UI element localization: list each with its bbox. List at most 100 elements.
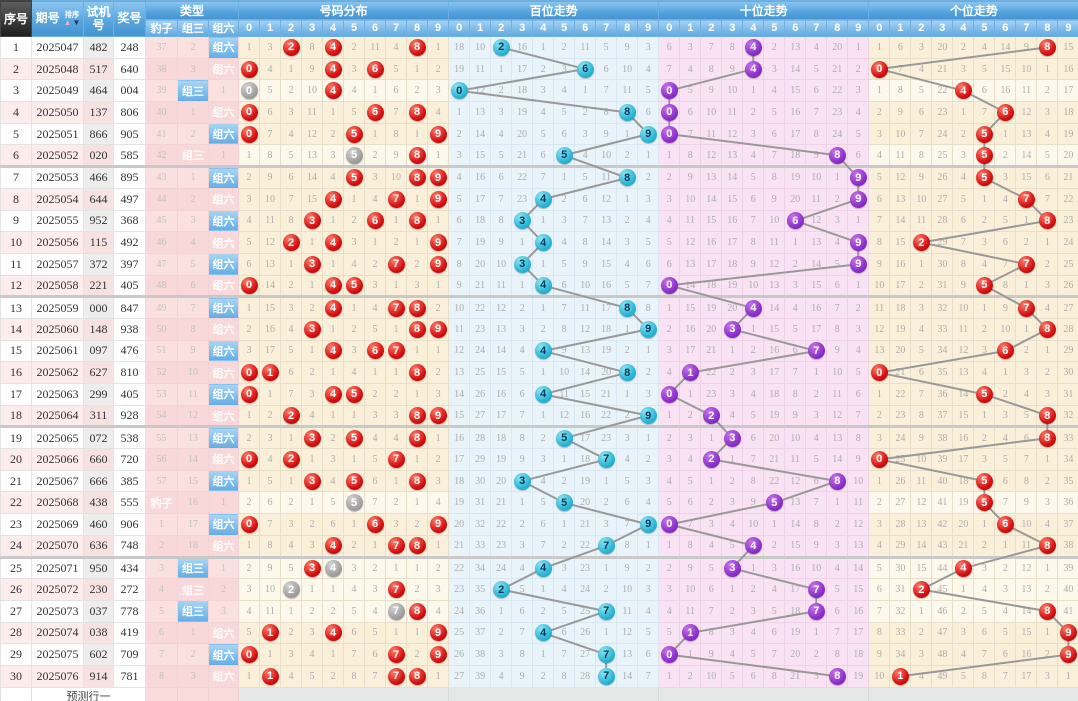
hund-cell-3: 3 bbox=[511, 209, 534, 233]
dist-ball-4: 4 bbox=[324, 82, 342, 100]
tens-cell-1: 4 bbox=[679, 57, 702, 81]
digit-header-dist-5: 5 bbox=[343, 19, 366, 37]
unit-cell-6: 3 bbox=[994, 404, 1017, 429]
unit-cell-9: 21 bbox=[1057, 166, 1078, 189]
tens-cell-4: 5 bbox=[742, 643, 765, 666]
tens-cell-6: 3 bbox=[784, 274, 807, 299]
tens-cell-6: 13 bbox=[784, 36, 807, 59]
dist-ball-8: 8 bbox=[408, 429, 426, 447]
hund-cell-3: 23 bbox=[511, 187, 534, 211]
tens-cell-8: 7 bbox=[826, 621, 849, 645]
type-miss-cell: 42 bbox=[145, 144, 178, 169]
dist-cell-8: 8 bbox=[406, 361, 429, 384]
prize-number-cell: 368 bbox=[113, 209, 146, 233]
unit-cell-4: 2 bbox=[952, 122, 975, 146]
tens-cell-1: 5 bbox=[679, 469, 702, 493]
hund-cell-8: 5 bbox=[616, 469, 639, 493]
hund-ball-3: 3 bbox=[513, 472, 531, 490]
dist-cell-8: 8 bbox=[406, 317, 429, 341]
dist-ball-0: 0 bbox=[240, 515, 258, 533]
hund-cell-0: 26 bbox=[448, 643, 471, 666]
unit-cell-3: 48 bbox=[931, 643, 954, 666]
hund-ball-4: 4 bbox=[534, 190, 552, 208]
hund-ball-7: 7 bbox=[597, 450, 615, 468]
hund-cell-6: 6 bbox=[574, 57, 597, 81]
digit-header-dist-0: 0 bbox=[238, 19, 261, 37]
type-miss-cell: 15 bbox=[177, 469, 209, 493]
hund-cell-0: 12 bbox=[448, 339, 471, 363]
tens-cell-9: 2 bbox=[847, 296, 870, 319]
tens-cell-5: 16 bbox=[763, 339, 786, 363]
tens-ball-5: 5 bbox=[765, 494, 783, 512]
dist-cell-9: 9 bbox=[427, 513, 450, 536]
hund-cell-6: 25 bbox=[574, 599, 597, 623]
hund-ball-6: 6 bbox=[576, 60, 594, 78]
dist-cell-5: 1 bbox=[343, 448, 366, 471]
hund-cell-5: 5 bbox=[553, 426, 576, 450]
hund-cell-0: 11 bbox=[448, 317, 471, 341]
dist-cell-5: 5 bbox=[343, 144, 366, 169]
sort-asc-icon[interactable]: ▲ bbox=[63, 17, 72, 27]
hund-cell-3: 5 bbox=[511, 578, 534, 601]
hund-cell-9: 3 bbox=[637, 36, 660, 59]
dist-cell-7: 2 bbox=[385, 231, 408, 254]
dist-cell-6: 6 bbox=[364, 209, 387, 233]
dist-ball-3: 3 bbox=[303, 212, 321, 230]
dist-cell-6: 1 bbox=[364, 79, 387, 103]
tens-cell-8: 8 bbox=[826, 664, 849, 688]
tens-cell-6: 12 bbox=[784, 469, 807, 493]
tens-cell-9: 15 bbox=[847, 578, 870, 601]
digit-header-dist-1: 1 bbox=[259, 19, 282, 37]
tens-cell-5: 5 bbox=[763, 491, 786, 515]
unit-cell-9: 28 bbox=[1057, 317, 1078, 341]
unit-cell-9: 32 bbox=[1057, 404, 1078, 429]
digit-header-hund-4: 4 bbox=[532, 19, 555, 37]
dist-cell-4: 1 bbox=[322, 404, 345, 429]
type-miss-cell: 3 bbox=[177, 57, 209, 81]
tens-cell-1: 10 bbox=[679, 187, 702, 211]
type-hit-cell: 组六 bbox=[207, 621, 240, 645]
dist-cell-4: 4 bbox=[322, 187, 345, 211]
hund-cell-2: 13 bbox=[490, 317, 513, 341]
type-hit-cell: 组三 bbox=[177, 79, 209, 103]
tens-ball-2: 2 bbox=[702, 450, 720, 468]
unit-cell-9: 19 bbox=[1057, 122, 1078, 146]
unit-cell-3: 32 bbox=[931, 296, 954, 319]
type-hit-cell: 组六 bbox=[207, 231, 240, 254]
tens-cell-3: 8 bbox=[721, 36, 744, 59]
unit-cell-0: 3 bbox=[868, 513, 891, 536]
tens-ball-1: 1 bbox=[681, 624, 699, 642]
sort-desc-icon[interactable]: ▼ bbox=[72, 17, 81, 27]
tens-cell-4: 4 bbox=[742, 36, 765, 59]
unit-cell-5: 2 bbox=[973, 534, 996, 559]
hund-cell-4: 1 bbox=[532, 404, 555, 429]
unit-cell-0: 9 bbox=[868, 252, 891, 276]
unit-cell-6: 5 bbox=[994, 448, 1017, 471]
tens-cell-8: 2 bbox=[826, 513, 849, 536]
prediction-row-label: 预测行一 bbox=[31, 686, 146, 701]
tens-cell-8: 14 bbox=[826, 448, 849, 471]
prize-number-cell: 004 bbox=[113, 79, 146, 103]
tens-cell-9: 9 bbox=[847, 187, 870, 211]
tens-cell-2: 6 bbox=[700, 578, 723, 601]
hund-cell-4: 1 bbox=[532, 296, 555, 319]
unit-cell-6: 5 bbox=[994, 209, 1017, 233]
dist-cell-7: 7 bbox=[385, 296, 408, 319]
hund-cell-1: 39 bbox=[469, 664, 492, 688]
tens-cell-1: 10 bbox=[679, 578, 702, 601]
tens-cell-0: 0 bbox=[658, 122, 681, 146]
dist-ball-7: 7 bbox=[387, 667, 405, 685]
hund-cell-7: 6 bbox=[595, 57, 618, 81]
tens-cell-7: 6 bbox=[805, 79, 828, 103]
dist-ball-5: 5 bbox=[345, 429, 363, 447]
sort-control[interactable]: 排序 ▲▼ bbox=[63, 10, 81, 27]
dist-cell-9: 2 bbox=[427, 556, 450, 580]
hund-cell-4: 7 bbox=[532, 166, 555, 189]
dist-cell-6: 1 bbox=[364, 122, 387, 146]
dist-cell-7: 1 bbox=[385, 274, 408, 299]
table-row: 29 2025075 602 709 7 2 组六 0 1 3 4 1 7 6 7 2 9 26 38 3 8 1 7 27 7… bbox=[0, 643, 1078, 666]
unit-cell-9: 22 bbox=[1057, 187, 1078, 211]
type-miss-cell: 1 bbox=[207, 144, 240, 169]
hund-cell-9: 6 bbox=[637, 643, 660, 666]
hund-cell-9: 4 bbox=[637, 491, 660, 515]
